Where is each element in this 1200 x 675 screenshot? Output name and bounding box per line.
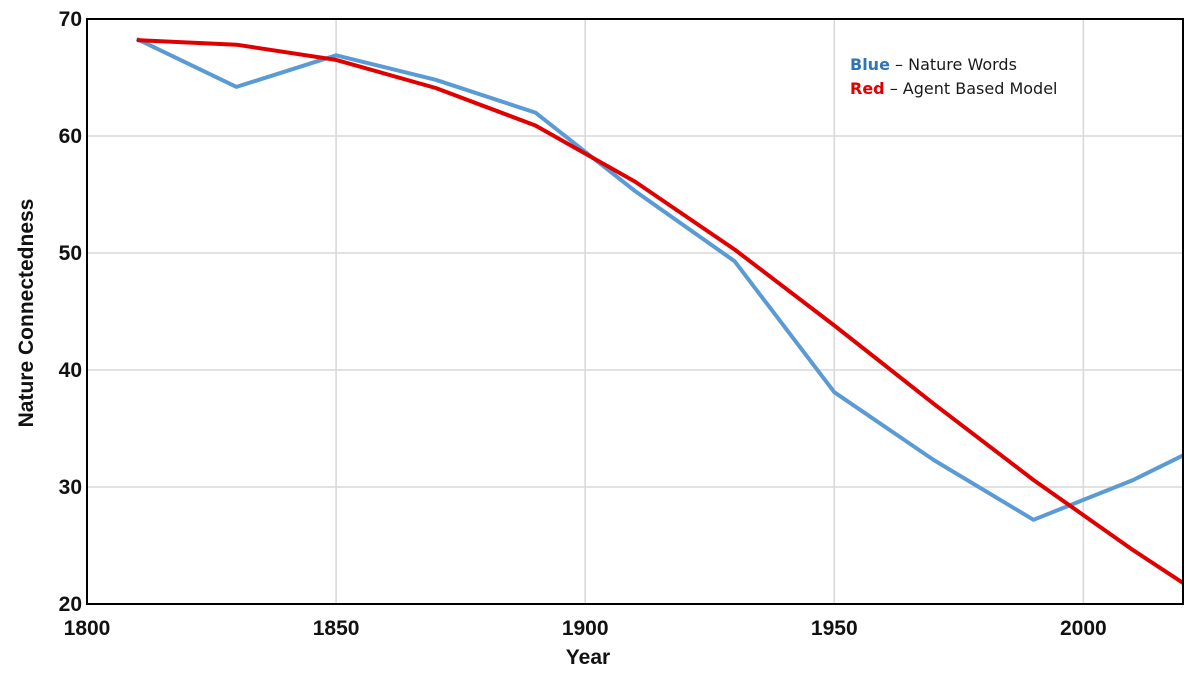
legend-label-blue: – Nature Words (890, 55, 1017, 74)
legend-key-red: Red (850, 79, 885, 98)
series-layer (135, 37, 1185, 585)
plot-frame (86, 18, 1184, 605)
y-tick-label-60: 60 (59, 125, 82, 148)
y-tick-label-20: 20 (59, 593, 82, 616)
x-tick-label-2000: 2000 (1060, 617, 1107, 640)
legend-entry-red: Red – Agent Based Model (850, 79, 1057, 98)
tick-labels: 1800 1850 1900 1950 2000 20 30 40 50 60 70 (59, 8, 1107, 640)
x-tick-label-1900: 1900 (562, 617, 609, 640)
legend: Blue – Nature Words Red – Agent Based Mo… (850, 55, 1057, 98)
x-tick-label-1950: 1950 (811, 617, 858, 640)
series-line-1 (136, 38, 1185, 585)
series-line-0 (135, 37, 1184, 522)
grid (87, 19, 1183, 604)
y-tick-label-70: 70 (59, 8, 82, 31)
x-tick-label-1850: 1850 (313, 617, 360, 640)
y-tick-label-50: 50 (59, 242, 82, 265)
x-axis-title: Year (566, 646, 610, 669)
legend-key-blue: Blue (850, 55, 890, 74)
y-tick-label-30: 30 (59, 476, 82, 499)
legend-label-red: – Agent Based Model (885, 79, 1058, 98)
y-axis-title: Nature Connectedness (15, 199, 38, 428)
y-tick-label-40: 40 (59, 359, 82, 382)
x-tick-label-1800: 1800 (64, 617, 111, 640)
legend-entry-blue: Blue – Nature Words (850, 55, 1017, 74)
